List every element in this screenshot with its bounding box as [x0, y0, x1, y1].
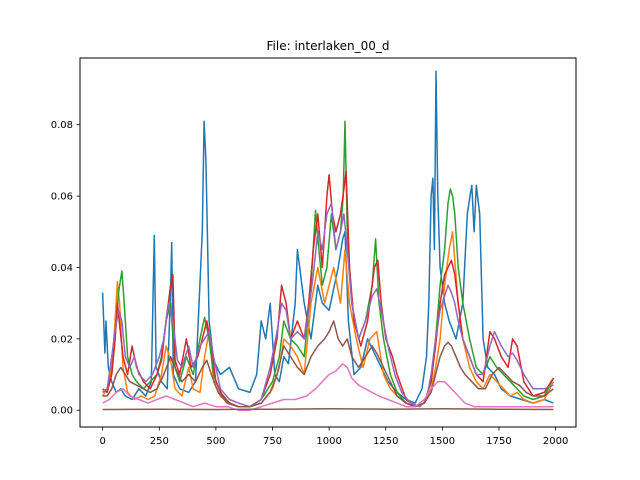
x-tick-label: 2000 — [543, 436, 568, 447]
chart-title: File: interlaken_00_d — [267, 39, 390, 53]
x-tick-label: 250 — [150, 436, 169, 447]
x-tick-label: 750 — [263, 436, 282, 447]
x-axis: 0 250 500 750 1000 1250 1500 1750 2000 — [99, 427, 568, 447]
plot-frame — [79, 57, 577, 428]
series-line-8 — [102, 408, 554, 411]
series-line-5 — [102, 202, 554, 408]
y-tick-label: 0.02 — [51, 334, 73, 345]
x-tick-label: 0 — [99, 436, 105, 447]
y-axis: 0.00 0.02 0.04 0.06 0.08 — [51, 120, 80, 417]
x-tick-label: 1250 — [373, 436, 398, 447]
y-tick-label: 0.00 — [51, 406, 73, 417]
x-tick-label: 1500 — [430, 436, 455, 447]
x-tick-label: 500 — [206, 436, 225, 447]
series-line-7 — [102, 363, 554, 411]
series-line-6 — [102, 320, 554, 408]
x-tick-label: 1000 — [316, 436, 341, 447]
series-layer — [101, 70, 555, 411]
y-tick-label: 0.08 — [51, 120, 73, 131]
y-tick-label: 0.06 — [51, 192, 73, 203]
y-tick-label: 0.04 — [51, 263, 73, 274]
series-line-1 — [101, 70, 554, 404]
x-tick-label: 1750 — [486, 436, 511, 447]
